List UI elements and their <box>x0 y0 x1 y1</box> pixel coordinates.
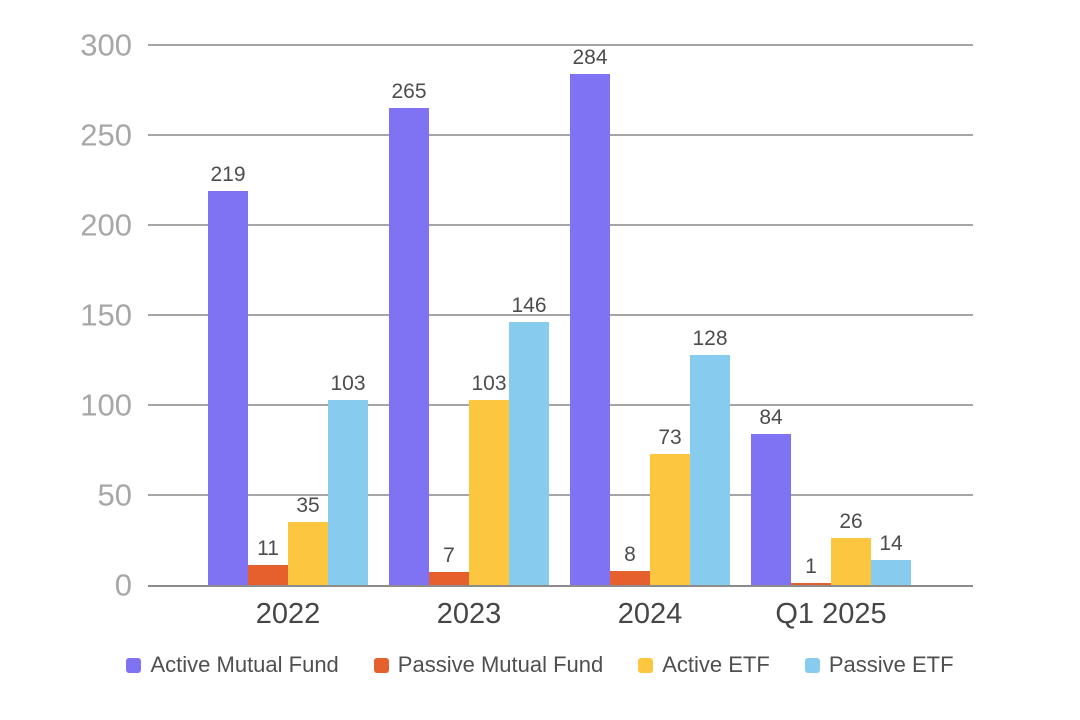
bar-passive-mutual-fund-q1-2025[interactable] <box>791 583 831 585</box>
bar-column-active-etf-2024: 73 <box>650 45 690 585</box>
bar-column-passive-etf-2023: 146 <box>509 45 549 585</box>
bar-column-passive-etf-q1-2025: 14 <box>871 45 911 585</box>
chart-legend: Active Mutual Fund Passive Mutual Fund Act… <box>0 652 1080 678</box>
legend-swatch-icon <box>126 657 142 673</box>
bar-passive-etf-2023[interactable] <box>509 322 549 585</box>
bar-column-active-etf-2023: 103 <box>469 45 509 585</box>
bar-active-etf-2023[interactable] <box>469 399 509 585</box>
bar-active-etf-2024[interactable] <box>650 453 690 585</box>
legend-label-passive-etf: Passive ETF <box>828 652 954 677</box>
bar-group-2023: 265 7 103 146 <box>389 45 549 585</box>
gridline-200 <box>148 224 973 226</box>
y-tick-label-100: 100 <box>80 387 132 423</box>
value-label-active-mutual-fund-2024: 284 <box>572 45 608 69</box>
value-label-passive-etf-2024: 128 <box>692 326 728 350</box>
bar-column-passive-mutual-fund-2024: 8 <box>610 45 650 585</box>
bar-passive-etf-q1-2025[interactable] <box>871 559 911 585</box>
bar-passive-mutual-fund-2022[interactable] <box>248 565 288 585</box>
bar-passive-etf-2024[interactable] <box>690 354 730 585</box>
bar-column-passive-etf-2022: 103 <box>328 45 368 585</box>
plot-area: 0 50 100 150 200 250 300 219 11 35 103 265 7 103 146 28… <box>80 30 973 601</box>
bar-column-active-etf-2022: 35 <box>288 45 328 585</box>
gridline-300 <box>148 44 973 46</box>
gridline-150 <box>148 314 973 316</box>
y-tick-label-250: 250 <box>80 117 132 153</box>
x-category-label-q1-2025: Q1 2025 <box>775 598 887 630</box>
legend-item-passive-etf[interactable]: Passive ETF <box>804 652 954 678</box>
value-label-passive-etf-q1-2025: 14 <box>879 531 903 555</box>
legend-label-active-mutual-fund: Active Mutual Fund <box>150 652 339 677</box>
legend-swatch-icon <box>638 657 654 673</box>
legend-item-passive-mutual-fund[interactable]: Passive Mutual Fund <box>373 652 604 678</box>
value-label-passive-mutual-fund-2022: 11 <box>257 537 279 561</box>
bar-column-passive-mutual-fund-2022: 11 <box>248 45 288 585</box>
value-label-active-etf-2024: 73 <box>658 425 682 449</box>
legend-label-active-etf: Active ETF <box>662 652 770 677</box>
gridline-100 <box>148 404 973 406</box>
x-category-label-2023: 2023 <box>436 598 502 630</box>
bar-column-active-mutual-fund-q1-2025: 84 <box>751 45 791 585</box>
value-label-passive-mutual-fund-2024: 8 <box>624 542 636 566</box>
bar-column-passive-mutual-fund-q1-2025: 1 <box>791 45 831 585</box>
bar-group-2022: 219 11 35 103 <box>208 45 368 585</box>
value-label-active-mutual-fund-q1-2025: 84 <box>759 405 783 429</box>
bar-column-passive-mutual-fund-2023: 7 <box>429 45 469 585</box>
bar-passive-etf-2022[interactable] <box>328 399 368 585</box>
value-label-active-mutual-fund-2023: 265 <box>391 80 427 103</box>
y-tick-label-300: 300 <box>80 27 132 63</box>
bar-passive-mutual-fund-2023[interactable] <box>429 572 469 585</box>
value-label-active-etf-2023: 103 <box>471 371 507 395</box>
bar-column-active-mutual-fund-2022: 219 <box>208 45 248 585</box>
bar-column-active-etf-q1-2025: 26 <box>831 45 871 585</box>
y-tick-label-150: 150 <box>80 297 132 333</box>
bar-active-mutual-fund-q1-2025[interactable] <box>751 433 791 585</box>
bar-active-mutual-fund-2022[interactable] <box>208 190 248 585</box>
legend-item-active-mutual-fund[interactable]: Active Mutual Fund <box>126 652 339 678</box>
y-tick-label-0: 0 <box>114 567 132 603</box>
gridline-50 <box>148 494 973 496</box>
bar-active-mutual-fund-2024[interactable] <box>570 73 610 585</box>
y-tick-label-50: 50 <box>97 477 132 513</box>
legend-label-passive-mutual-fund: Passive Mutual Fund <box>397 652 604 677</box>
bar-active-etf-2022[interactable] <box>288 522 328 585</box>
value-label-active-mutual-fund-2022: 219 <box>210 162 246 186</box>
bar-passive-mutual-fund-2024[interactable] <box>610 570 650 585</box>
value-label-passive-etf-2022: 103 <box>330 371 366 395</box>
bar-active-etf-q1-2025[interactable] <box>831 538 871 585</box>
bar-group-q1-2025: 84 1 26 14 <box>751 45 911 585</box>
value-label-passive-etf-2023: 146 <box>511 294 547 318</box>
legend-swatch-icon <box>373 657 389 673</box>
bar-group-2024: 284 8 73 128 <box>570 45 730 585</box>
value-label-passive-mutual-fund-2023: 7 <box>443 544 455 568</box>
bar-column-active-mutual-fund-2024: 284 <box>570 45 610 585</box>
value-label-active-etf-q1-2025: 26 <box>839 510 863 534</box>
value-label-passive-mutual-fund-q1-2025: 1 <box>805 555 817 579</box>
bar-active-mutual-fund-2023[interactable] <box>389 108 429 585</box>
x-category-label-2024: 2024 <box>617 598 683 630</box>
bar-column-active-mutual-fund-2023: 265 <box>389 45 429 585</box>
value-label-active-etf-2022: 35 <box>296 494 320 517</box>
gridline-250 <box>148 134 973 136</box>
x-category-label-2022: 2022 <box>255 598 321 630</box>
legend-item-active-etf[interactable]: Active ETF <box>638 652 770 678</box>
y-tick-label-200: 200 <box>80 207 132 243</box>
legend-swatch-icon <box>804 657 820 673</box>
bar-column-passive-etf-2024: 128 <box>690 45 730 585</box>
